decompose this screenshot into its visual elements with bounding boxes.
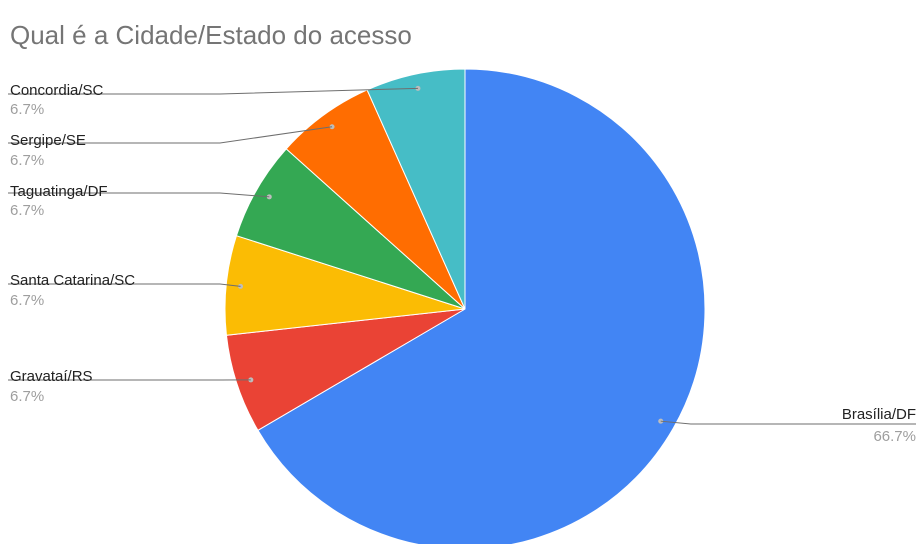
slice-label-brasilia-df: Brasília/DF: [842, 406, 916, 423]
slice-label-gravatai-rs: Gravataí/RS: [10, 368, 93, 385]
slice-percent-gravatai-rs: 6.7%: [10, 388, 44, 405]
slice-label-taguatinga-df: Taguatinga/DF: [10, 183, 108, 200]
leader-line-concordia-sc: [8, 87, 418, 95]
slice-percent-sergipe-se: 6.7%: [10, 152, 44, 169]
slice-percent-concordia-sc: 6.7%: [10, 101, 44, 118]
slice-label-sergipe-se: Sergipe/SE: [10, 132, 86, 149]
pie-slices: [224, 68, 706, 544]
slice-percent-taguatinga-df: 6.7%: [10, 202, 44, 219]
slice-label-santa-catarina-sc: Santa Catarina/SC: [10, 272, 135, 289]
slice-label-concordia-sc: Concordia/SC: [10, 82, 104, 99]
leader-dot-sergipe-se: [329, 124, 335, 130]
slice-percent-santa-catarina-sc: 6.7%: [10, 292, 44, 309]
leader-line-sergipe-se: [8, 126, 333, 144]
leader-line-brasilia-df: [660, 420, 916, 425]
pie-slice-brasilia-df[interactable]: [257, 68, 706, 544]
chart-title: Qual é a Cidade/Estado do acesso: [10, 20, 412, 50]
leader-line-santa-catarina-sc: [8, 283, 241, 287]
slice-percent-brasilia-df: 66.7%: [873, 428, 916, 445]
leader-line-taguatinga-df: [8, 192, 270, 198]
slice-labels: Brasília/DF 66.7% Gravataí/RS 6.7% Santa Cat…: [8, 82, 916, 445]
